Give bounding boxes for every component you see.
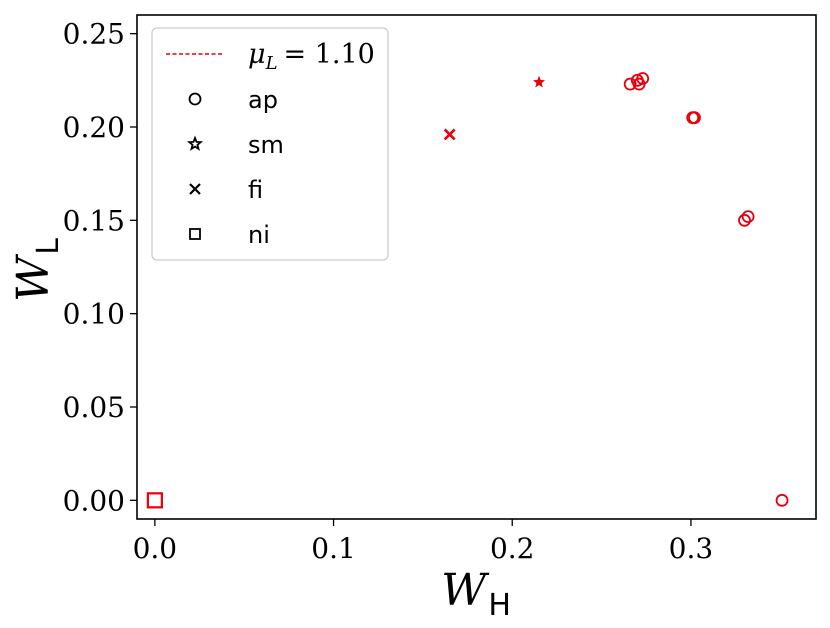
x-axis-label-main: W	[441, 565, 490, 616]
x-tick-label: 0.0	[133, 532, 178, 565]
data-points	[146, 72, 789, 509]
data-point-star	[533, 75, 546, 88]
y-tick-label: 0.25	[63, 18, 125, 51]
x-axis-label: WH	[441, 565, 511, 623]
data-point-circle	[738, 213, 751, 227]
data-point-x	[443, 128, 456, 141]
legend-label-ni: ni	[248, 221, 270, 249]
legend-label-ap: ap	[248, 86, 278, 114]
y-axis-label-sub: L	[31, 238, 66, 255]
legend-mu-value: = 1.10	[284, 39, 375, 70]
x-tick-label: 0.2	[490, 532, 535, 565]
x-tick-label: 0.1	[311, 532, 356, 565]
y-axis-label-main: W	[8, 253, 59, 302]
y-tick-label: 0.15	[63, 204, 125, 237]
data-point-circle	[636, 72, 650, 85]
legend-label-fi: fi	[248, 176, 263, 204]
x-tick-label: 0.3	[669, 532, 714, 565]
data-point-circle	[775, 493, 789, 507]
legend-x-marker-icon	[189, 183, 201, 195]
data-point-square	[146, 492, 163, 509]
legend-star-marker-icon	[186, 135, 204, 151]
legend-mu-subscript: L	[265, 53, 278, 74]
y-tick-label: 0.05	[63, 391, 125, 424]
axis-ticks: 0.0 0.1 0.2 0.3 0.00 0.05 0.10 0.15 0.20 0.25	[63, 18, 714, 565]
y-tick-label: 0.00	[63, 484, 125, 517]
y-axis-label: WL	[8, 238, 66, 302]
data-point-circle	[688, 111, 701, 125]
legend-label-sm: sm	[248, 131, 284, 159]
legend-line-label: μL = 1.10	[248, 39, 375, 74]
y-tick-label: 0.20	[63, 111, 125, 144]
data-point-circle	[741, 210, 755, 224]
legend-mu-symbol: μ	[248, 39, 266, 70]
legend-box	[151, 27, 389, 261]
legend-square-marker-icon	[189, 228, 201, 240]
legend-circle-marker-icon	[188, 92, 202, 106]
legend: μL = 1.10 ap sm fi ni	[151, 27, 389, 261]
data-point-circle	[623, 77, 637, 91]
x-axis-label-sub: H	[488, 588, 511, 623]
y-tick-label: 0.10	[63, 298, 125, 331]
